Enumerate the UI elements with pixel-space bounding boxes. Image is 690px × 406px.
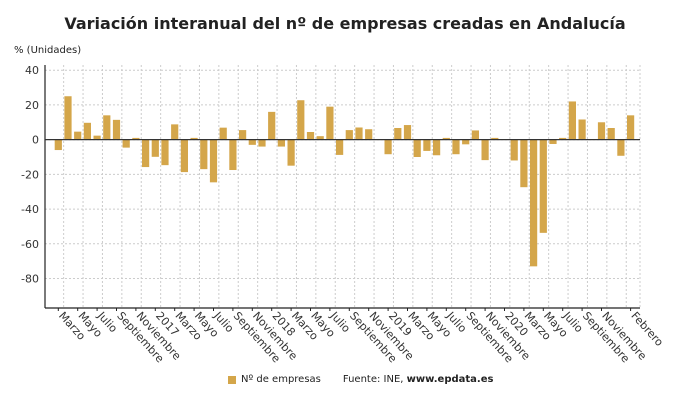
legend-label: Nº de empresas [241, 374, 321, 385]
bar [268, 111, 276, 140]
bar [617, 139, 625, 156]
bar [229, 139, 237, 171]
bar [93, 135, 101, 140]
bar [578, 119, 586, 140]
bar [306, 131, 315, 140]
bar [258, 139, 266, 147]
bar [384, 139, 392, 155]
bar [171, 124, 179, 140]
y-axis-label: % (Unidades) [14, 45, 82, 56]
bar [336, 139, 344, 155]
bar [452, 139, 460, 155]
bar [510, 139, 518, 161]
bar [326, 106, 334, 140]
bar [530, 139, 538, 267]
y-tick-label: -40 [21, 203, 39, 216]
bar [345, 130, 353, 140]
bar [277, 139, 285, 147]
bar [607, 128, 615, 140]
chart-title: Variación interanual del nº de empresas … [64, 14, 626, 33]
bar [423, 139, 431, 151]
bar [316, 136, 324, 140]
y-tick-label: 20 [25, 99, 39, 112]
bar [287, 139, 295, 166]
bar [180, 139, 188, 173]
bar [209, 139, 218, 183]
bar [64, 96, 72, 140]
bar [190, 137, 198, 140]
bar [142, 139, 150, 168]
bar [627, 115, 635, 140]
y-tick-label: -60 [21, 238, 39, 251]
bar [239, 130, 247, 140]
bar [471, 130, 479, 140]
y-tick-label: 0 [32, 134, 39, 147]
bar [442, 137, 450, 140]
bar [151, 139, 159, 157]
legend: Nº de empresas Fuente: INE, www.epdata.e… [228, 374, 493, 385]
bar [394, 128, 402, 140]
bar [112, 119, 121, 140]
bar [132, 137, 140, 140]
bar [122, 139, 130, 148]
bar [539, 139, 547, 233]
bar [568, 101, 576, 140]
bar [200, 139, 208, 170]
bar [103, 115, 111, 140]
bar [433, 139, 441, 156]
bar [74, 131, 82, 140]
legend-swatch [228, 375, 236, 384]
bar [549, 139, 557, 144]
bar [297, 100, 305, 140]
bar [219, 127, 227, 140]
source-prefix: Fuente: INE, [342, 374, 407, 385]
bar [413, 139, 421, 157]
bar [520, 139, 528, 188]
bar [248, 139, 256, 145]
y-tick-label: -20 [21, 168, 39, 181]
bar [54, 139, 62, 151]
bar [355, 127, 363, 140]
bar [83, 122, 91, 140]
source-note: Fuente: INE, www.epdata.es [343, 374, 494, 385]
bar [559, 137, 567, 140]
bar [597, 122, 606, 140]
y-tick-label: 40 [25, 64, 39, 77]
bar [161, 139, 169, 166]
bar [365, 129, 373, 140]
bar [403, 125, 412, 140]
y-tick-label: -80 [21, 272, 39, 285]
bar [462, 139, 470, 145]
source-site: www.epdata.es [406, 374, 494, 385]
bar [491, 137, 499, 140]
bar [481, 139, 489, 161]
